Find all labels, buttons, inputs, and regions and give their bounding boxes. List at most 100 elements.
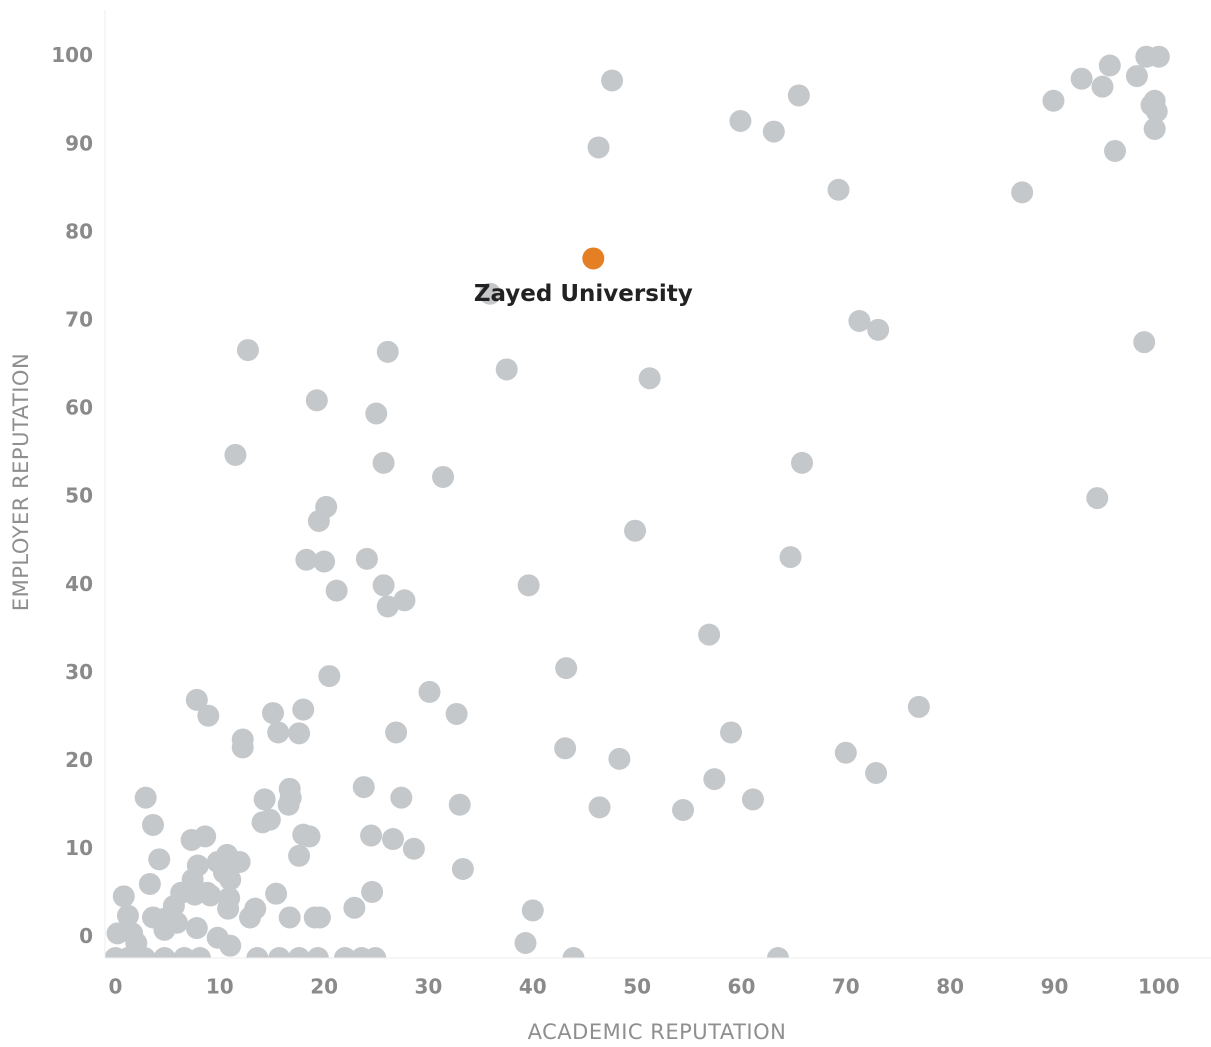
point xyxy=(588,796,611,819)
x-tick-label: 60 xyxy=(728,975,756,999)
point xyxy=(265,882,288,905)
point xyxy=(219,934,242,957)
point xyxy=(148,848,171,871)
point xyxy=(432,465,455,488)
y-tick-label: 40 xyxy=(65,572,93,596)
point xyxy=(318,665,341,688)
point xyxy=(116,947,139,958)
point xyxy=(495,358,518,381)
point xyxy=(1104,139,1127,162)
point xyxy=(787,84,810,107)
point xyxy=(278,906,301,929)
annotation-label: Zayed University xyxy=(474,281,693,307)
point xyxy=(402,837,425,860)
point xyxy=(365,402,388,425)
y-tick-label: 80 xyxy=(65,219,93,243)
point xyxy=(307,510,330,533)
point xyxy=(827,178,850,201)
point xyxy=(133,947,156,958)
point xyxy=(762,120,785,143)
point xyxy=(1133,331,1156,354)
point xyxy=(672,798,695,821)
x-tick-label: 70 xyxy=(832,975,860,999)
point xyxy=(333,947,356,958)
y-tick-label: 30 xyxy=(65,660,93,684)
point xyxy=(183,883,206,906)
point xyxy=(188,947,211,958)
y-axis-title: EMPLOYER REPUTATION xyxy=(9,353,33,611)
y-tick-label: 50 xyxy=(65,484,93,508)
point xyxy=(239,906,262,929)
point xyxy=(445,702,468,725)
point xyxy=(624,519,647,542)
point xyxy=(448,793,471,816)
point xyxy=(376,595,399,618)
point xyxy=(246,947,269,958)
point xyxy=(376,340,399,363)
point xyxy=(153,947,176,958)
point xyxy=(867,318,890,341)
point xyxy=(277,793,300,816)
x-tick-label: 0 xyxy=(108,975,122,999)
point xyxy=(217,897,240,920)
point xyxy=(1070,67,1093,90)
point xyxy=(288,844,311,867)
point xyxy=(1091,75,1114,98)
x-tick-label: 100 xyxy=(1138,975,1180,999)
point xyxy=(153,918,176,941)
point xyxy=(390,786,413,809)
point xyxy=(253,788,276,811)
point xyxy=(236,339,259,362)
point xyxy=(479,282,502,305)
point xyxy=(185,917,208,940)
point xyxy=(288,947,311,958)
point xyxy=(224,443,247,466)
point xyxy=(562,947,585,958)
point xyxy=(194,825,217,848)
point xyxy=(197,704,220,727)
point xyxy=(1098,54,1121,77)
point xyxy=(251,811,274,834)
point xyxy=(199,884,222,907)
point xyxy=(601,69,624,92)
point xyxy=(141,813,164,836)
point xyxy=(741,788,764,811)
point xyxy=(554,737,577,760)
point xyxy=(306,947,329,958)
point xyxy=(555,657,578,680)
point xyxy=(521,899,544,922)
y-tick-label: 100 xyxy=(51,43,93,67)
point xyxy=(779,546,802,569)
point xyxy=(848,310,871,333)
y-tick-label: 70 xyxy=(65,308,93,332)
point xyxy=(608,747,631,770)
point xyxy=(308,906,331,929)
point xyxy=(364,947,387,958)
point xyxy=(360,824,383,847)
point xyxy=(381,828,404,851)
point xyxy=(372,451,395,474)
x-tick-label: 90 xyxy=(1041,975,1069,999)
point xyxy=(514,932,537,955)
point xyxy=(1145,100,1168,123)
point xyxy=(292,698,315,721)
x-tick-label: 80 xyxy=(936,975,964,999)
point xyxy=(1011,181,1034,204)
x-tick-label: 20 xyxy=(310,975,338,999)
point xyxy=(261,702,284,725)
point xyxy=(295,548,318,571)
point xyxy=(385,721,408,744)
point xyxy=(343,896,366,919)
point xyxy=(907,695,930,718)
point xyxy=(185,688,208,711)
x-tick-label: 30 xyxy=(415,975,443,999)
x-axis-title: ACADEMIC REPUTATION xyxy=(528,1020,787,1044)
point xyxy=(418,680,441,703)
point xyxy=(288,722,311,745)
point xyxy=(228,850,251,873)
point xyxy=(219,868,242,891)
point xyxy=(865,761,888,784)
point xyxy=(1042,89,1065,112)
